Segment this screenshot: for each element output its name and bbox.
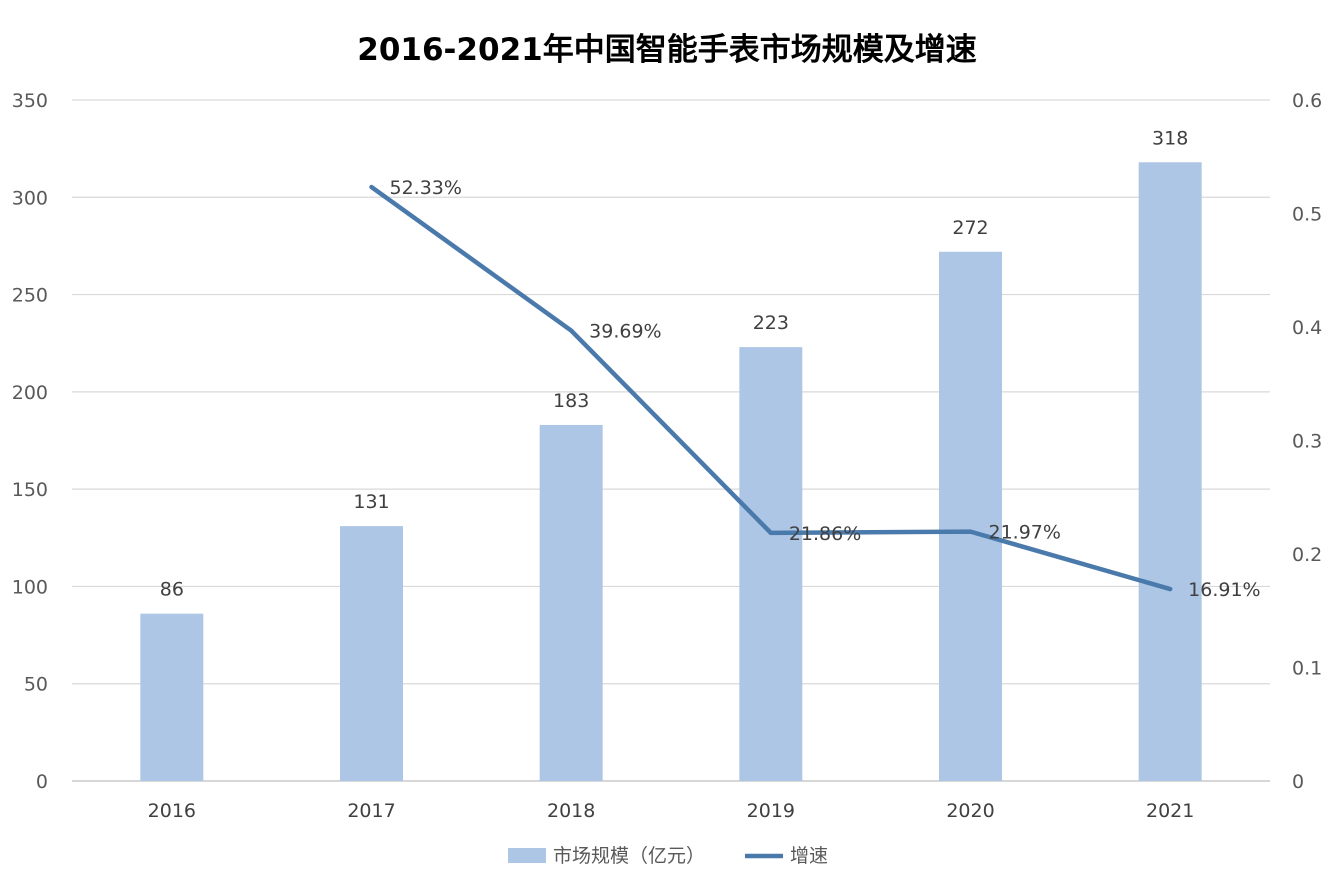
chart-title: 2016-2021年中国智能手表市场规模及增速 [357,32,977,68]
x-tick-label: 2020 [946,800,994,822]
bar [340,526,403,781]
y-right-tick-label: 0.6 [1292,90,1322,112]
bar-data-label: 131 [353,491,389,513]
y-left-tick-label: 300 [12,187,48,209]
y-right-tick-label: 0.3 [1292,431,1322,453]
bar [739,347,803,781]
legend-bar-swatch [508,848,546,863]
bar-data-label: 272 [952,217,988,239]
y-left-tick-label: 250 [12,285,48,307]
line-data-label: 21.86% [789,523,861,545]
line-data-label: 52.33% [390,177,462,199]
y-right-tick-label: 0.1 [1292,658,1322,680]
y-left-tick-label: 50 [24,674,48,696]
bar-data-label: 183 [553,390,589,412]
legend-bar-label: 市场规模（亿元） [553,845,705,867]
y-left-tick-label: 150 [12,479,48,501]
bar-data-label: 223 [753,312,789,334]
y-left-tick-label: 0 [36,771,48,793]
bar [140,613,204,781]
y-right-tick-label: 0 [1292,771,1304,793]
x-tick-label: 2017 [347,800,395,822]
y-left-tick-label: 350 [12,90,48,112]
bar-data-label: 318 [1152,127,1188,149]
x-tick-label: 2016 [148,800,196,822]
x-tick-label: 2021 [1146,800,1194,822]
legend-line-label: 增速 [790,845,828,867]
line-data-label: 16.91% [1188,579,1260,601]
growth-line [369,184,1173,592]
bar [1138,162,1202,781]
line-data-label: 21.97% [989,522,1061,544]
x-tick-label: 2018 [547,800,595,822]
y-left-tick-label: 200 [12,382,48,404]
x-tick-label: 2019 [747,800,795,822]
y-right-tick-label: 0.5 [1292,204,1322,226]
y-left-tick-label: 100 [12,576,48,598]
y-right-tick-label: 0.2 [1292,544,1322,566]
line-data-label: 39.69% [589,321,661,343]
y-right-tick-label: 0.4 [1292,317,1322,339]
bar-data-label: 86 [160,579,184,601]
bar [939,251,1002,781]
bar [539,424,603,781]
